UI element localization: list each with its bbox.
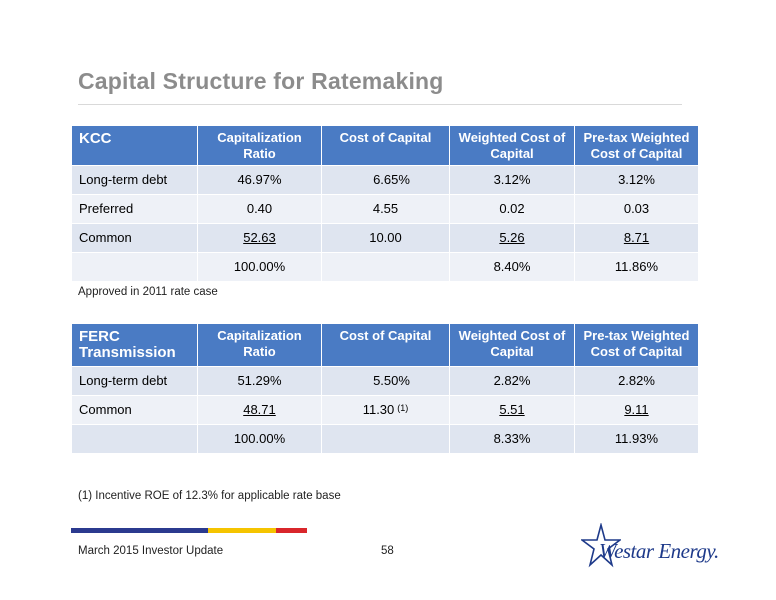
cell-value: 4.55: [372, 201, 399, 216]
column-header: Weighted Cost of Capital: [449, 323, 575, 367]
table-row: Long-term debt 46.97% 6.65% 3.12% 3.12%: [71, 165, 699, 195]
table-cell: 3.12%: [449, 165, 575, 195]
table-cell: 46.97%: [197, 165, 322, 195]
table-cell: 11.30 (1): [321, 395, 450, 425]
westar-energy-logo: Westar Energy.: [581, 523, 719, 573]
cell-value: 2.82%: [493, 373, 531, 388]
stripe-blue: [71, 528, 208, 533]
table-cell: 8.40%: [449, 252, 575, 282]
cell-value: 5.51: [499, 402, 525, 417]
table-cell: 11.86%: [574, 252, 699, 282]
table-cell: 10.00: [321, 223, 450, 253]
cell-value: 2.82%: [618, 373, 655, 388]
ferc-capital-table: FERC Transmission Capitalization Ratio C…: [71, 323, 699, 454]
title-divider: [78, 104, 682, 105]
cell-value: 52.63: [243, 230, 276, 245]
table-cell: 100.00%: [197, 252, 322, 282]
table-cell: 3.12%: [574, 165, 699, 195]
row-label: Long-term debt: [71, 165, 198, 195]
table-cell: 0.03: [574, 194, 699, 224]
cell-value: 5.26: [499, 230, 525, 245]
table-row: Common 52.63 10.00 5.26 8.71: [71, 223, 699, 253]
cell-value: 46.97%: [237, 172, 282, 187]
table-cell: 5.51: [449, 395, 575, 425]
table-cell: [321, 252, 450, 282]
table-header-row: FERC Transmission Capitalization Ratio C…: [71, 323, 699, 367]
table-cell: 2.82%: [449, 366, 575, 396]
table-cell: 9.11: [574, 395, 699, 425]
page-title: Capital Structure for Ratemaking: [78, 68, 444, 94]
row-label: Common: [71, 395, 198, 425]
column-header: Cost of Capital: [321, 323, 450, 367]
cell-value: 8.40%: [493, 259, 531, 274]
cell-value: 100.00%: [233, 259, 286, 274]
row-label: Long-term debt: [71, 366, 198, 396]
table-name-header: FERC Transmission: [71, 323, 198, 367]
table-cell: 4.55: [321, 194, 450, 224]
table-cell: 8.33%: [449, 424, 575, 454]
column-header: Weighted Cost of Capital: [449, 125, 575, 166]
table-cell: 51.29%: [197, 366, 322, 396]
page-number: 58: [381, 545, 394, 557]
table-cell: 100.00%: [197, 424, 322, 454]
cell-value: 3.12%: [618, 172, 655, 187]
table-cell: 2.82%: [574, 366, 699, 396]
cell-value: 6.65%: [373, 172, 410, 187]
kcc-note: Approved in 2011 rate case: [78, 286, 218, 298]
table-cell: 5.26: [449, 223, 575, 253]
table-cell: 48.71: [197, 395, 322, 425]
row-label: Common: [71, 223, 198, 253]
column-header: Cost of Capital: [321, 125, 450, 166]
cell-value: 10.00: [369, 230, 402, 245]
cell-value: 100.00%: [233, 431, 286, 446]
stripe-yellow: [208, 528, 276, 533]
table-name-header: KCC: [71, 125, 198, 166]
table-cell: 6.65%: [321, 165, 450, 195]
row-label: [71, 424, 198, 454]
table-cell: 8.71: [574, 223, 699, 253]
column-header: Pre-tax Weighted Cost of Capital: [574, 125, 699, 166]
cell-value: 48.71: [243, 402, 276, 417]
cell-value: 0.40: [246, 201, 273, 216]
table-cell: 11.93%: [574, 424, 699, 454]
table-header-row: KCC Capitalization Ratio Cost of Capital…: [71, 125, 699, 166]
cell-value: 11.30: [362, 402, 395, 417]
cell-value: 11.93%: [614, 431, 659, 446]
row-label: Preferred: [71, 194, 198, 224]
cell-value: 8.71: [623, 230, 650, 245]
table-row: Long-term debt 51.29% 5.50% 2.82% 2.82%: [71, 366, 699, 396]
column-header: Pre-tax Weighted Cost of Capital: [574, 323, 699, 367]
star-icon: [581, 523, 621, 568]
row-label: [71, 252, 198, 282]
logo-text: Westar Energy.: [599, 539, 719, 563]
column-header: Capitalization Ratio: [197, 323, 322, 367]
cell-value: 9.11: [624, 402, 649, 417]
table-row: 100.00% 8.33% 11.93%: [71, 424, 699, 454]
cell-value: 8.33%: [493, 431, 531, 446]
footnote-marker: (1): [397, 403, 409, 413]
table-cell: 5.50%: [321, 366, 450, 396]
table-cell: 0.02: [449, 194, 575, 224]
cell-value: 11.86%: [614, 259, 659, 274]
cell-value: 3.12%: [493, 172, 531, 187]
column-header: Capitalization Ratio: [197, 125, 322, 166]
kcc-capital-table: KCC Capitalization Ratio Cost of Capital…: [71, 125, 699, 282]
table-row: 100.00% 8.40% 11.86%: [71, 252, 699, 282]
stripe-red: [276, 528, 307, 533]
table-row: Preferred 0.40 4.55 0.02 0.03: [71, 194, 699, 224]
table-cell: [321, 424, 450, 454]
cell-value: 5.50%: [373, 373, 410, 388]
footer-label: March 2015 Investor Update: [78, 545, 224, 557]
cell-value: 0.03: [623, 201, 650, 216]
table-cell: 0.40: [197, 194, 322, 224]
footnote: (1) Incentive ROE of 12.3% for applicabl…: [78, 490, 341, 502]
table-cell: 52.63: [197, 223, 322, 253]
cell-value: 0.02: [499, 201, 525, 216]
table-row: Common 48.71 11.30 (1) 5.51 9.11: [71, 395, 699, 425]
cell-value: 51.29%: [237, 373, 282, 388]
